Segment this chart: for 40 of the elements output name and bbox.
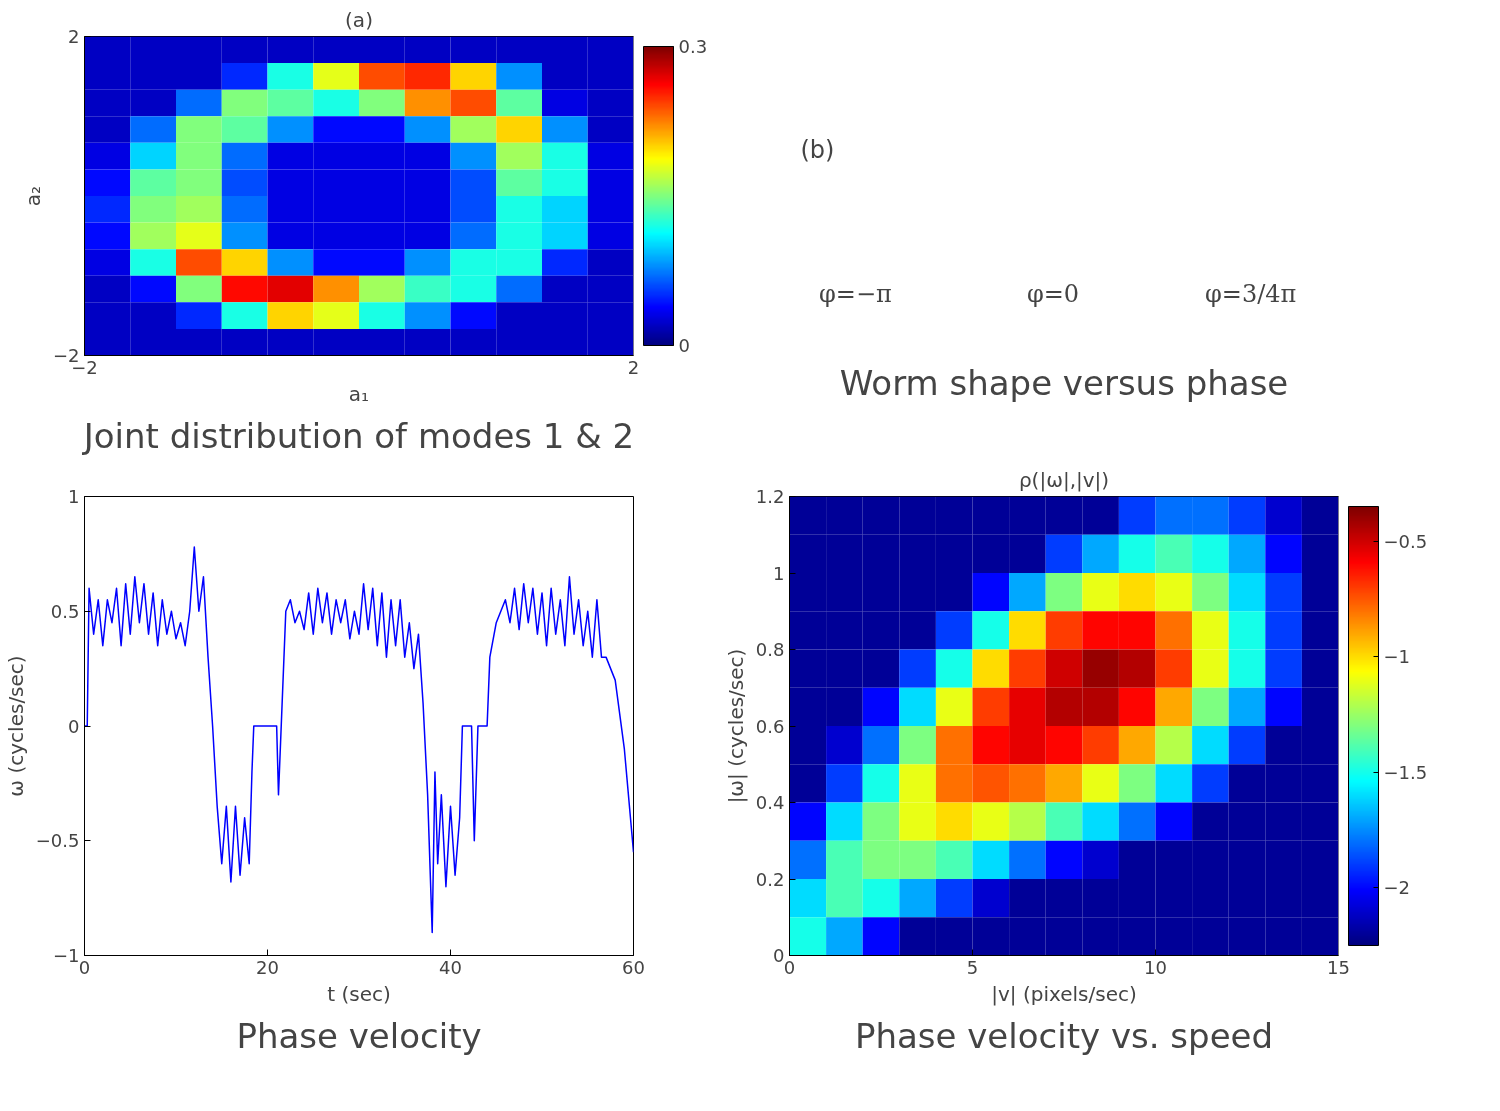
y-tick-label: 0.2 xyxy=(755,868,785,890)
text: (b) xyxy=(800,136,835,165)
color-bar-label: −1 xyxy=(1383,646,1411,668)
y-tick-label: −0.5 xyxy=(35,830,80,852)
x-axis-title: a₁ xyxy=(348,381,370,406)
chart-title: ρ(|ω|,|v|) xyxy=(1018,467,1110,492)
y-tick-label: −1 xyxy=(52,945,80,966)
y-tick-label: 0.4 xyxy=(755,792,785,813)
y-tick-label: 0.6 xyxy=(755,715,785,737)
x-tick-label: 10 xyxy=(1144,956,1167,978)
text: Phase velocity xyxy=(236,1015,482,1056)
y-tick-label: 0.5 xyxy=(50,600,80,622)
y-axis-title: a₂ xyxy=(20,185,45,207)
color-bar-label: 0 xyxy=(678,335,690,356)
y-axis-title: ω (cycles/sec) xyxy=(3,655,28,797)
x-tick-label: 40 xyxy=(439,956,462,978)
color-bar-label: −2 xyxy=(1383,877,1411,899)
text: Phase velocity vs. speed xyxy=(854,1015,1274,1056)
text: φ=3/4π xyxy=(1205,279,1297,308)
y-tick-label: 1 xyxy=(773,562,785,584)
x-tick-label: 15 xyxy=(1327,956,1350,978)
y-tick-label: 0 xyxy=(68,715,80,737)
x-axis-title: |v| (pixels/sec) xyxy=(991,981,1137,1006)
color-bar-label: −1.5 xyxy=(1383,761,1428,783)
x-tick-label: 5 xyxy=(966,956,979,978)
x-tick-label: 20 xyxy=(256,956,279,978)
text: Joint distribution of modes 1 & 2 xyxy=(81,415,635,456)
y-axis-title: |ω| (cycles/sec) xyxy=(723,648,748,804)
x-tick-label: 60 xyxy=(622,956,645,978)
color-bar-label: −0.5 xyxy=(1383,530,1428,552)
text: Worm shape versus phase xyxy=(839,362,1289,403)
y-tick-label: 1 xyxy=(68,486,80,507)
y-tick-label: 0.8 xyxy=(755,639,785,660)
y-tick-label: 2 xyxy=(68,26,80,47)
text: φ=−π xyxy=(818,279,892,308)
x-axis-title: t (sec) xyxy=(327,981,391,1006)
color-bar-label: 0.3 xyxy=(678,36,708,57)
text: φ=0 xyxy=(1026,279,1080,308)
chart-title: (a) xyxy=(345,7,373,32)
y-tick-label: 1.2 xyxy=(755,486,785,507)
